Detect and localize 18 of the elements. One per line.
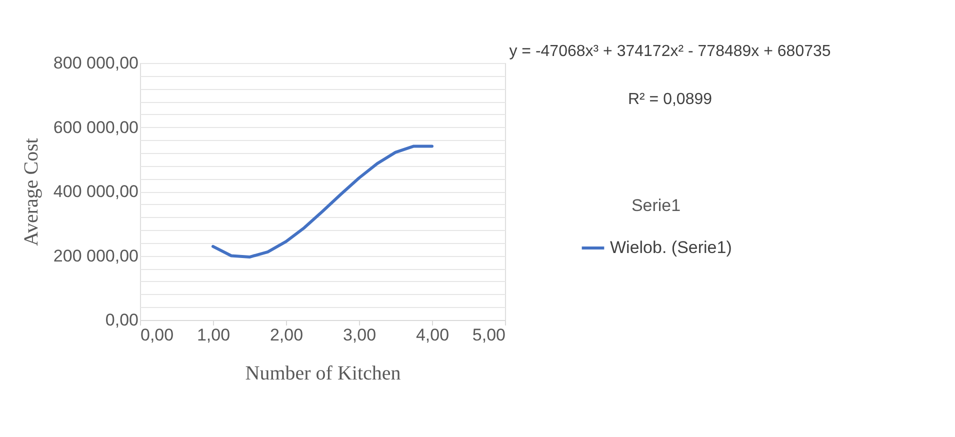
y-tick-label: 600 000,00 bbox=[53, 118, 138, 137]
x-tick-label: 1,00 bbox=[196, 326, 230, 344]
legend-title: Serie1 bbox=[631, 196, 681, 215]
legend-label: Wielob. (Serie1) bbox=[610, 238, 732, 257]
x-tick-label: 3,00 bbox=[342, 326, 376, 344]
y-tick-label: 400 000,00 bbox=[53, 182, 138, 201]
y-tick-label: 800 000,00 bbox=[53, 54, 138, 72]
line-series bbox=[212, 144, 434, 259]
x-tick-label: 0,00 bbox=[140, 326, 174, 344]
x-tick-label: 4,00 bbox=[416, 326, 450, 344]
y-tick-label: 0,00 bbox=[105, 310, 138, 330]
x-axis-title: Number of Kitchen bbox=[245, 362, 401, 384]
text: R² = 0,0899 bbox=[628, 91, 712, 108]
y-tick-label: 200 000,00 bbox=[53, 246, 138, 266]
y-axis-title: Average Cost bbox=[20, 138, 42, 246]
text: y = -47068x³ + 374172x² - 778489x + 680735 bbox=[509, 43, 831, 60]
x-tick-label: 2,00 bbox=[270, 326, 304, 344]
x-tick-label: 5,00 bbox=[472, 326, 506, 344]
